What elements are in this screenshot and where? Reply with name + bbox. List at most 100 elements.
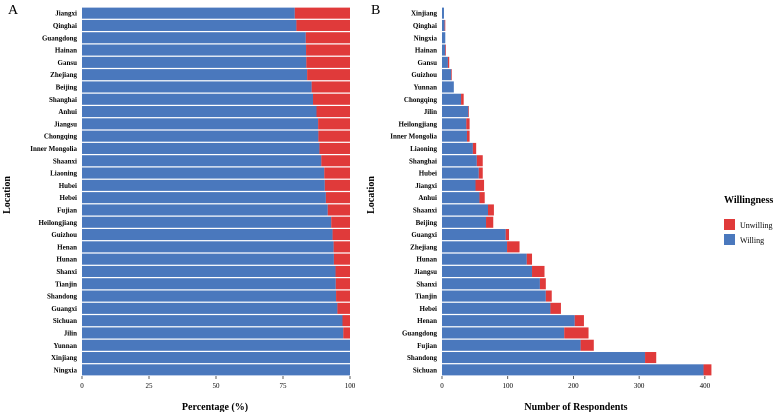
panel-b-category-label: Jiangxi: [415, 182, 437, 190]
panel-a-bar-willing: [82, 265, 336, 277]
panel-a-category-label: Sichuan: [53, 317, 77, 325]
panel-a-bar-unwilling: [324, 167, 350, 179]
panel-b-category-label: Inner Mongolia: [390, 133, 437, 141]
panel-a-bar-willing: [82, 56, 307, 68]
panel-b-bar-willing: [442, 204, 488, 216]
panel-b-category-label: Hunan: [416, 256, 437, 264]
panel-b-category-label: Jilin: [424, 108, 437, 116]
panel-a-chart: Jiangxi Qinghai Guangdong Hainan Gansu Zhejia…: [30, 7, 356, 390]
legend-label-willing: Willing: [740, 236, 764, 245]
panel-b-bar-willing: [442, 81, 454, 93]
panel-a-bar-unwilling: [319, 142, 350, 154]
panel-b-category-label: Guangdong: [402, 329, 438, 337]
panel-b-bar-unwilling: [461, 93, 464, 105]
panel-a-bar-unwilling: [325, 192, 350, 204]
panel-a-bar-willing: [82, 32, 306, 44]
panel-b-category-label: Henan: [417, 317, 437, 325]
panel-b-bar-unwilling: [507, 241, 520, 253]
panel-b-category-label: Guangxi: [411, 231, 437, 239]
panel-a-category-label: Jiangxi: [55, 10, 77, 18]
panel-b-category-label: Fujian: [417, 342, 437, 350]
panel-b-bar-unwilling: [478, 167, 483, 179]
panel-a-bar-unwilling: [343, 327, 350, 339]
panel-b-bar-willing: [442, 352, 646, 364]
panel-b-y-axis-label: Location: [366, 176, 377, 214]
panel-b-bar-willing: [442, 327, 565, 339]
panel-b-bar-unwilling: [466, 118, 470, 130]
panel-a-category-label: Shaanxi: [53, 157, 77, 165]
panel-a-category-label: Beijing: [56, 83, 78, 91]
panel-b-x-tick-label: 400: [700, 382, 711, 390]
panel-a-category-label: Zhejiang: [50, 71, 77, 79]
panel-a-bar-willing: [82, 7, 295, 19]
panel-a-category-label: Qinghai: [53, 22, 77, 30]
panel-b-bar-unwilling: [526, 253, 533, 265]
panel-a-bar-unwilling: [327, 204, 350, 216]
panel-b-category-label: Shanxi: [416, 280, 437, 288]
panel-b-bar-willing: [442, 130, 467, 142]
panel-b-bar-willing: [442, 167, 479, 179]
panel-b-bar-willing: [442, 229, 506, 241]
panel-b-x-tick-label: 200: [568, 382, 579, 390]
panel-a-bar-willing: [82, 339, 350, 351]
panel-a-category-label: Ningxia: [54, 366, 78, 374]
panel-a-bar-unwilling: [337, 302, 350, 314]
panel-b-category-label: Yunnan: [414, 83, 438, 91]
panel-a-x-tick-label: 100: [345, 382, 356, 390]
panel-b-bar-willing: [442, 142, 473, 154]
panel-b-bar-willing: [442, 339, 581, 351]
panel-b-category-label: Tianjin: [415, 293, 437, 301]
panel-b-bar-willing: [442, 290, 546, 302]
panel-b-category-label: Chongqing: [404, 96, 438, 104]
panel-b-bar-willing: [442, 106, 469, 118]
panel-a-category-label: Hebei: [60, 194, 78, 202]
panel-b-bar-willing: [442, 32, 446, 44]
panel-a-bar-willing: [82, 44, 307, 56]
panel-b-bar-willing: [442, 44, 446, 56]
panel-a-bar-unwilling: [336, 290, 350, 302]
panel-b-category-label: Heilongjiang: [398, 120, 437, 128]
panel-a-category-label: Anhui: [58, 108, 77, 116]
panel-a-category-label: Guangxi: [51, 305, 77, 313]
panel-b-x-axis-label: Number of Respondents: [524, 402, 627, 412]
panel-b-x-tick-label: 0: [440, 382, 444, 390]
panel-a-bar-willing: [82, 167, 325, 179]
panel-b-category-label: Xinjiang: [411, 10, 438, 18]
panel-a-x-tick-label: 50: [213, 382, 221, 390]
panel-b-chart: Xinjiang Qinghai Ningxia Hainan Gansu Guizhou…: [390, 7, 712, 390]
panel-a-bar-willing: [82, 364, 350, 376]
panel-b-category-label: Guizhou: [411, 71, 437, 79]
panel-a-category-label: Henan: [57, 243, 77, 251]
panel-a-bar-willing: [82, 81, 312, 93]
panel-b-bar-unwilling: [703, 364, 712, 376]
panel-b-bar-unwilling: [472, 142, 477, 154]
panel-a-category-label: Fujian: [57, 206, 77, 214]
panel-b-bar-unwilling: [445, 44, 446, 56]
panel-a-bar-unwilling: [318, 130, 350, 142]
panel-a-bar-willing: [82, 130, 319, 142]
panel-a-bar-willing: [82, 352, 350, 364]
panel-a-bar-unwilling: [321, 155, 350, 167]
panel-a-bar-willing: [82, 216, 332, 228]
panel-a-bar-unwilling: [313, 93, 350, 105]
panel-b-bar-willing: [442, 69, 452, 81]
panel-b-bar-willing: [442, 192, 480, 204]
panel-a-category-label: Shanghai: [49, 96, 77, 104]
panel-a-bar-willing: [82, 106, 317, 118]
panel-a-label: A: [8, 3, 19, 18]
panel-a-bar-unwilling: [306, 44, 350, 56]
panel-a-category-label: Chongqing: [44, 133, 78, 141]
panel-a-x-tick-label: 25: [146, 382, 154, 390]
panel-a-bar-willing: [82, 229, 333, 241]
panel-a-x-tick-label: 75: [280, 382, 288, 390]
panel-b-bar-willing: [442, 241, 508, 253]
panel-a-category-label: Shandong: [47, 293, 77, 301]
panel-a-bar-willing: [82, 253, 334, 265]
panel-b-bar-unwilling: [475, 179, 485, 191]
panel-b-bar-unwilling: [468, 106, 469, 118]
panel-b-bar-willing: [442, 302, 551, 314]
legend: Willingness Unwilling Willing: [724, 195, 773, 245]
legend-title: Willingness: [724, 195, 773, 206]
panel-a-category-label: Heilongjiang: [38, 219, 77, 227]
